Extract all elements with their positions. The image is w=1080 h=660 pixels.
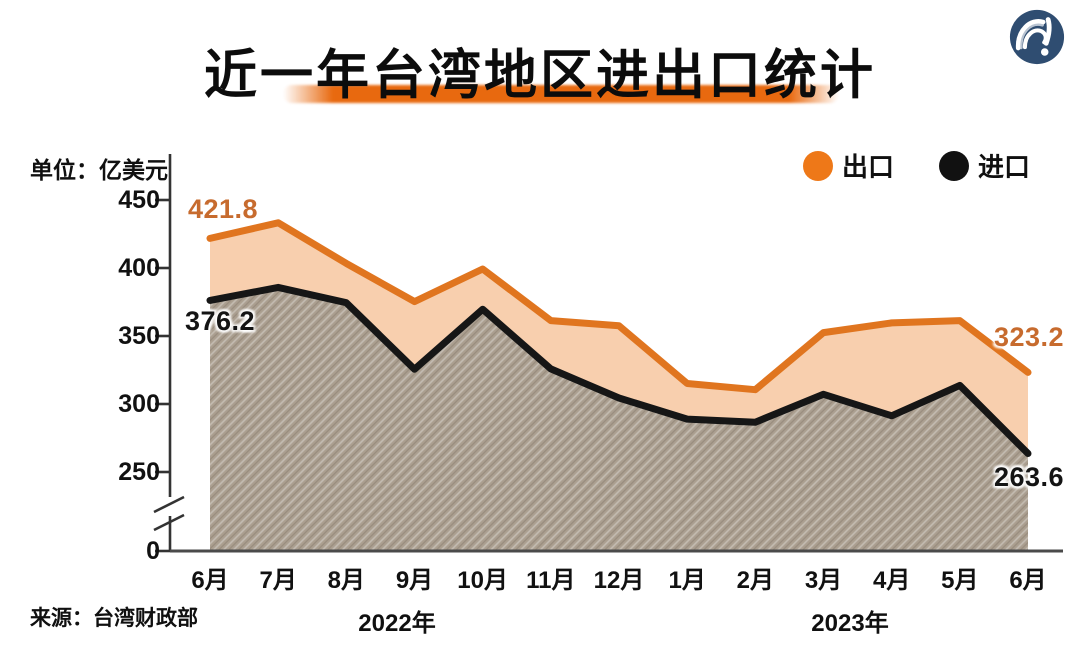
export-last-value-label: 323.2	[994, 322, 1065, 352]
year-label-2022: 2022年	[358, 610, 436, 637]
export-dot-icon	[803, 150, 833, 181]
y-tick-label: 350	[118, 322, 160, 350]
export-line	[206, 219, 1032, 394]
y-tick-label: 0	[146, 537, 160, 565]
export-first-value-label: 421.8	[188, 194, 259, 224]
x-tick-label: 4月	[872, 567, 911, 594]
x-tick-label: 12月	[593, 567, 645, 594]
x-tick-label: 6月	[191, 567, 229, 594]
legend: 出口 进口	[803, 147, 1030, 184]
import-area	[210, 287, 1028, 551]
x-tick-label: 6月	[1009, 567, 1047, 594]
between-area	[210, 222, 1028, 454]
unit-label: 单位：亿美元	[30, 157, 168, 183]
x-tick-label: 10月	[457, 567, 508, 594]
y-tick-label: 450	[118, 186, 160, 214]
x-tick-label: 5月	[941, 567, 979, 594]
import-last-value-label: 263.6	[994, 462, 1065, 492]
x-tick-label: 2月	[736, 567, 774, 594]
y-tick-label: 400	[118, 254, 160, 282]
x-tick-labels: 6月 7月 8月 9月 10月 11月 12月 1月 2月 3月 4月 5月 6月	[0, 560, 1080, 594]
x-tick-label: 8月	[327, 567, 365, 594]
legend-label-export: 出口	[842, 152, 895, 182]
x-tick-label: 1月	[668, 567, 706, 594]
page-title: 近一年台湾地区进出口统计	[204, 46, 876, 105]
y-tick-label: 250	[118, 458, 160, 486]
observer-wave-exclamation-logo-icon	[1009, 9, 1065, 65]
y-tick-label: 300	[118, 390, 160, 418]
import-dot-icon	[939, 150, 970, 181]
y-axis-break-icon	[153, 495, 185, 532]
x-tick-label: 3月	[804, 567, 843, 594]
x-tick-label: 11月	[526, 567, 576, 594]
import-first-value-label: 376.2	[185, 306, 256, 336]
import-line	[206, 283, 1032, 457]
x-tick-label: 7月	[259, 567, 297, 594]
y-tick-labels: 450 400 350 300 250 0	[58, 0, 160, 660]
legend-label-import: 进口	[978, 152, 1031, 182]
x-tick-label: 9月	[395, 567, 434, 594]
year-label-2023: 2023年	[811, 610, 889, 637]
title-underline-brush	[283, 85, 839, 103]
source-label: 来源：台湾财政部	[30, 607, 198, 630]
